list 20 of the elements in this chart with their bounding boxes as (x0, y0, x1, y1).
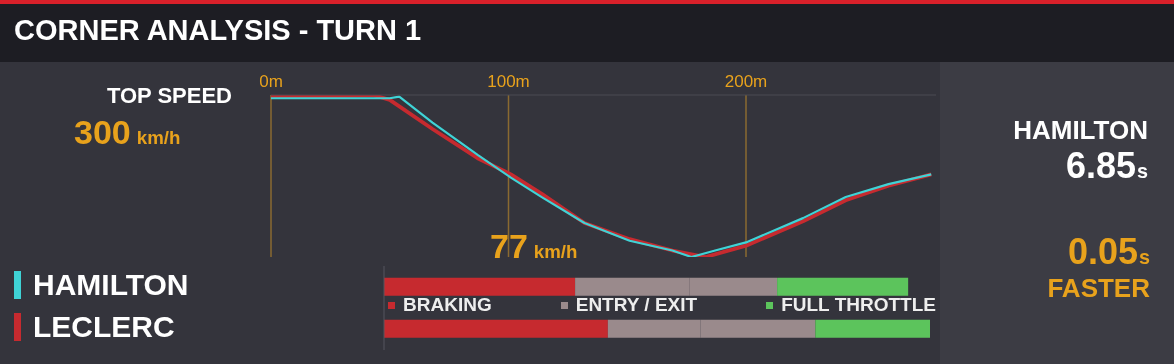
legend-label: HAMILTON (33, 268, 189, 302)
legend-label: FULL THROTTLE (781, 294, 936, 316)
text: TOP SPEED (106, 83, 232, 108)
text: 300 km/h (74, 113, 181, 151)
legend-label: ENTRY / EXIT (575, 294, 698, 316)
bar (384, 319, 608, 338)
bar (815, 319, 930, 338)
legend-label: LECLERC (33, 310, 175, 344)
bar (384, 277, 576, 296)
text: 0.05s (1067, 231, 1150, 272)
legend-label: BRAKING (403, 294, 492, 316)
x-tick-label: 100m (487, 72, 530, 91)
x-tick-label: 0m (259, 72, 283, 91)
text: FASTER (1047, 273, 1150, 303)
text: HAMILTON (1013, 115, 1148, 145)
x-tick-label: 200m (724, 72, 768, 91)
text: 6.85s (1065, 145, 1148, 186)
annotation: 77 km/h (490, 227, 578, 265)
chart-title: CORNER ANALYSIS - TURN 1 (14, 14, 422, 47)
bar (777, 277, 909, 296)
